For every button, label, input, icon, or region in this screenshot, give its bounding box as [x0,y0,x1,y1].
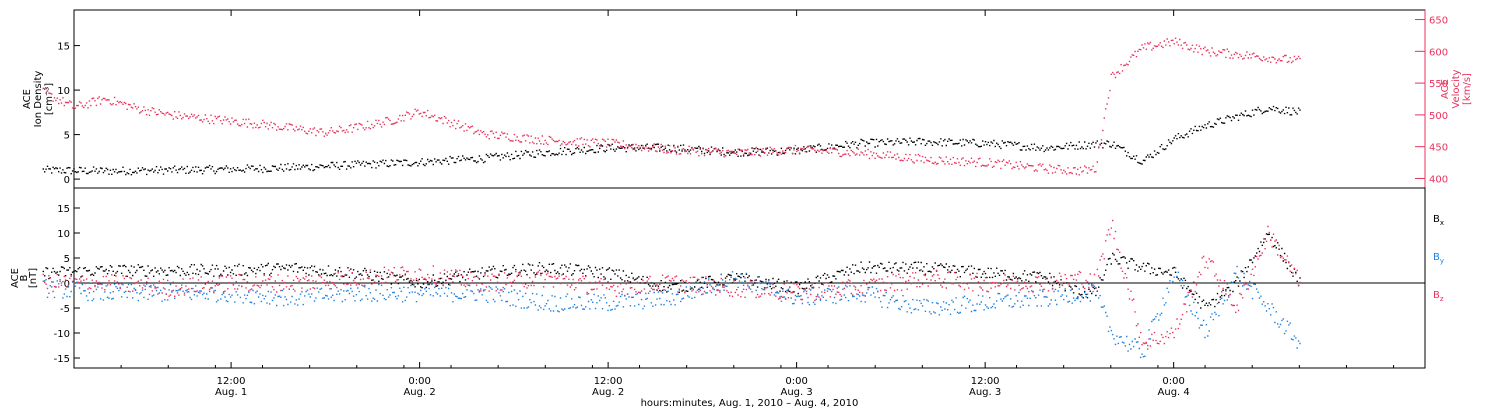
legend-entry-bx: Bx [1433,214,1444,227]
x-tick-date-label: Aug. 2 [592,387,624,398]
top-right-tick-label: 500 [1429,111,1448,122]
legend-entry-bz: Bz [1433,290,1444,303]
top-left-tick-label: 15 [57,42,70,53]
x-tick-date-label: Aug. 3 [781,387,813,398]
top-right-ylabel: Velocity [1451,69,1462,108]
x-tick-time-label: 12:00 [594,376,623,387]
top-left-tick-label: 0 [64,175,70,186]
velocity-points [42,37,1301,176]
bottom-left-tick-label: 10 [57,229,70,240]
top-right-tick-label: 600 [1429,47,1448,58]
bottom-left-tick-label: 15 [57,204,70,215]
top-right-tick-label: 400 [1429,174,1448,185]
top-right-tick-label: 550 [1429,79,1448,90]
top-right-ylabel: ACE [1440,79,1451,99]
top-right-tick-label: 450 [1429,143,1448,154]
top-left-ylabel: [cm⁻³] [44,83,55,115]
bottom-left-tick-label: 0 [64,279,70,290]
bottom-left-tick-label: -5 [60,304,70,315]
top-panel-frame [73,9,1426,189]
bottom-ylabel: [nT] [28,268,39,288]
x-tick-time-label: 12:00 [217,376,246,387]
top-right-tick-label: 650 [1429,16,1448,27]
field-bz-points [42,219,1301,350]
field-bx-points [42,233,1301,309]
x-tick-time-label: 0:00 [1162,376,1184,387]
top-left-tick-label: 5 [64,131,70,142]
bottom-left-tick-label: -15 [54,354,70,365]
field-by-points [42,265,1301,359]
x-tick-time-label: 0:00 [785,376,807,387]
bottom-ylabel: B [19,274,30,281]
density-points [42,105,1301,176]
x-tick-time-label: 0:00 [408,376,430,387]
x-tick-date-label: Aug. 2 [403,387,435,398]
top-left-ylabel: ACE [22,89,33,109]
x-axis-label: hours:minutes, Aug. 1, 2010 – Aug. 4, 20… [641,398,859,409]
x-tick-date-label: Aug. 1 [215,387,247,398]
x-tick-date-label: Aug. 3 [969,387,1001,398]
top-left-ylabel: Ion Density [33,71,44,128]
bottom-left-tick-label: -10 [54,329,70,340]
x-tick-time-label: 12:00 [971,376,1000,387]
x-tick-date-label: Aug. 4 [1158,387,1190,398]
legend-entry-by: By [1433,252,1444,265]
top-left-tick-label: 10 [57,86,70,97]
bottom-left-tick-label: 5 [64,254,70,265]
bottom-ylabel: ACE [10,268,21,288]
top-right-ylabel: [km/s] [1462,73,1473,105]
bottom-panel-frame [73,187,1426,369]
